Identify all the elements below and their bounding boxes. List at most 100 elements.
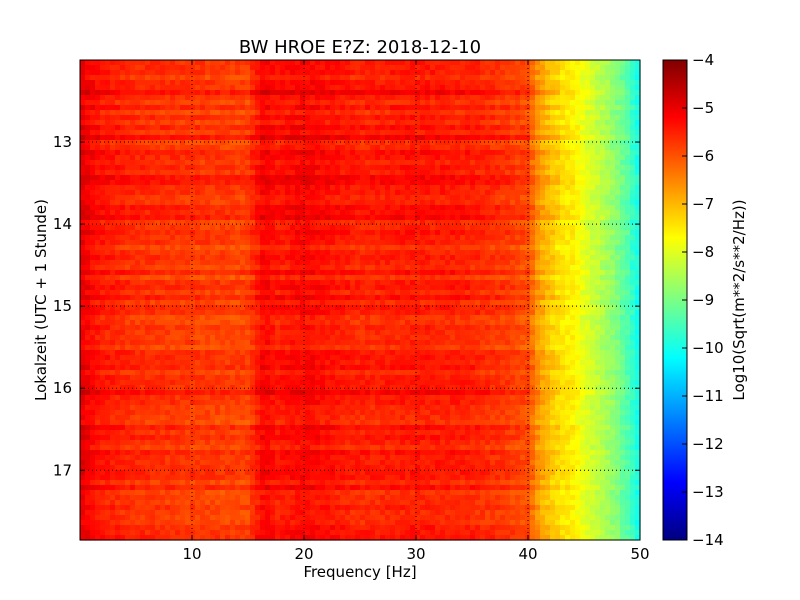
heatmap-cell [185,270,191,276]
heatmap-cell [285,275,291,281]
heatmap-cell [100,260,106,266]
heatmap-cell [220,175,226,181]
heatmap-cell [165,70,171,76]
heatmap-cell [350,280,356,286]
heatmap-cell [405,130,411,136]
heatmap-cell [205,185,211,191]
heatmap-cell [355,65,361,71]
heatmap-cell [365,130,371,136]
heatmap-cell [325,185,331,191]
heatmap-cell [155,75,161,81]
heatmap-cell [235,200,241,206]
heatmap-cell [430,135,436,141]
heatmap-cell [320,115,326,121]
heatmap-cell [290,80,296,86]
heatmap-cell [570,205,576,211]
heatmap-cell [580,265,586,271]
heatmap-cell [110,85,116,91]
heatmap-cell [515,230,521,236]
heatmap-cell [225,85,231,91]
heatmap-cell [235,260,241,266]
heatmap-cell [250,245,256,251]
heatmap-cell [550,250,556,256]
heatmap-cell [210,260,216,266]
heatmap-cell [415,65,421,71]
heatmap-cell [115,245,121,251]
heatmap-cell [255,280,261,286]
heatmap-cell [150,210,156,216]
heatmap-cell [290,85,296,91]
heatmap-cell [120,100,126,106]
heatmap-cell [95,275,101,281]
heatmap-cell [365,60,371,66]
heatmap-cell [210,265,216,271]
heatmap-cell [205,140,211,146]
heatmap-cell [385,80,391,86]
heatmap-cell [600,245,606,251]
heatmap-cell [300,255,306,261]
heatmap-cell [235,215,241,221]
heatmap-cell [375,230,381,236]
heatmap-cell [440,195,446,201]
heatmap-cell [430,160,436,166]
heatmap-cell [195,215,201,221]
heatmap-cell [235,160,241,166]
heatmap-cell [455,70,461,76]
heatmap-cell [580,200,586,206]
heatmap-cell [610,145,616,151]
heatmap-cell [320,185,326,191]
heatmap-cell [630,265,636,271]
heatmap-cell [110,105,116,111]
heatmap-cell [120,215,126,221]
heatmap-cell [150,60,156,66]
heatmap-cell [390,240,396,246]
heatmap-cell [485,225,491,231]
heatmap-cell [260,65,266,71]
heatmap-cell [400,140,406,146]
heatmap-cell [290,160,296,166]
heatmap-cell [550,165,556,171]
heatmap-cell [555,140,561,146]
heatmap-cell [625,140,631,146]
heatmap-cell [160,140,166,146]
heatmap-cell [205,60,211,66]
heatmap-cell [230,160,236,166]
heatmap-cell [365,180,371,186]
heatmap-cell [200,245,206,251]
heatmap-cell [570,120,576,126]
heatmap-cell [605,60,611,66]
heatmap-cell [520,145,526,151]
heatmap-cell [85,175,91,181]
heatmap-cell [270,215,276,221]
heatmap-cell [175,280,181,286]
heatmap-cell [155,185,161,191]
heatmap-cell [150,220,156,226]
heatmap-cell [330,135,336,141]
heatmap-cell [480,250,486,256]
heatmap-cell [150,230,156,236]
heatmap-cell [520,130,526,136]
heatmap-cell [485,110,491,116]
heatmap-cell [465,65,471,71]
heatmap-cell [545,245,551,251]
heatmap-cell [160,85,166,91]
heatmap-cell [130,245,136,251]
heatmap-cell [475,215,481,221]
heatmap-cell [320,280,326,286]
heatmap-cell [220,130,226,136]
heatmap-cell [385,135,391,141]
heatmap-cell [335,110,341,116]
heatmap-cell [610,130,616,136]
heatmap-cell [455,180,461,186]
heatmap-cell [120,110,126,116]
heatmap-cell [435,155,441,161]
heatmap-cell [370,245,376,251]
heatmap-cell [450,215,456,221]
heatmap-cell [340,190,346,196]
heatmap-cell [175,135,181,141]
heatmap-cell [100,210,106,216]
heatmap-cell [105,120,111,126]
heatmap-cell [425,170,431,176]
heatmap-cell [320,90,326,96]
heatmap-cell [120,220,126,226]
